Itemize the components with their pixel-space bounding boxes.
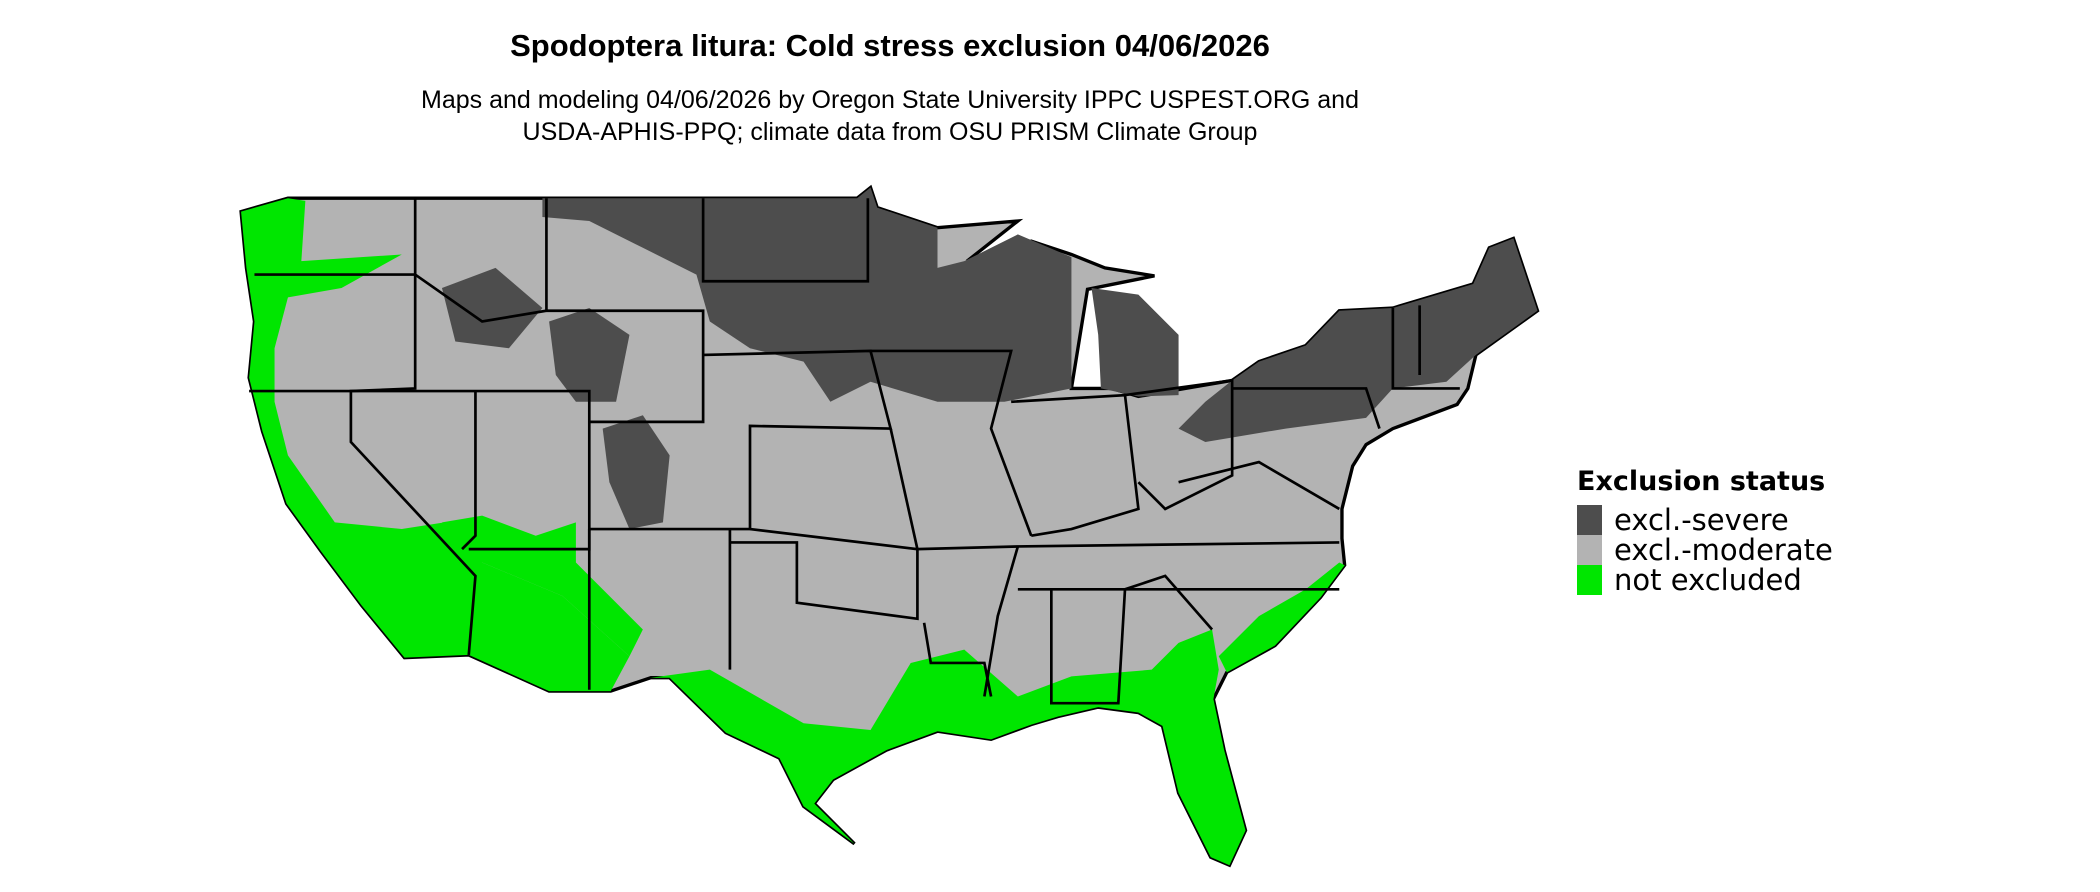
severe-exclusion-areas <box>441 187 1538 530</box>
legend-item-moderate: excl.-moderate <box>1577 535 1833 565</box>
map-subtitle: Maps and modeling 04/06/2026 by Oregon S… <box>0 84 1780 148</box>
green-gulf-texas <box>650 629 1219 844</box>
legend-label: excl.-severe <box>1614 503 1789 537</box>
green-west-coast <box>241 198 630 692</box>
legend: Exclusion status excl.-severe excl.-mode… <box>1577 466 1833 595</box>
severe-north-plains <box>542 187 1072 402</box>
subtitle-line-1: Maps and modeling 04/06/2026 by Oregon S… <box>421 86 1359 114</box>
severe-colorado <box>602 415 670 530</box>
map-title: Spodoptera litura: Cold stress exclusion… <box>510 28 1270 63</box>
not-excluded-areas <box>241 198 1345 866</box>
green-florida <box>1162 699 1246 866</box>
legend-swatch-severe <box>1577 505 1602 535</box>
subtitle-line-2: USDA-APHIS-PPQ; climate data from OSU PR… <box>522 118 1258 146</box>
legend-swatch-not-excluded <box>1577 565 1602 595</box>
green-southwest-desert <box>441 515 643 657</box>
legend-label: excl.-moderate <box>1614 533 1833 567</box>
legend-label: not excluded <box>1614 563 1802 597</box>
severe-michigan <box>1091 287 1179 397</box>
legend-title: Exclusion status <box>1577 466 1826 497</box>
state-borders <box>249 198 1460 705</box>
legend-swatch-moderate <box>1577 535 1602 565</box>
legend-item-not-excluded: not excluded <box>1577 565 1833 595</box>
severe-wyoming <box>549 308 630 402</box>
severe-idaho-montana <box>441 267 543 349</box>
legend-item-severe: excl.-severe <box>1577 505 1833 535</box>
severe-northeast <box>1178 238 1538 442</box>
